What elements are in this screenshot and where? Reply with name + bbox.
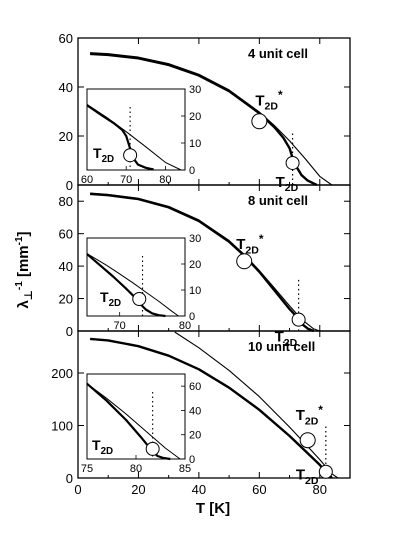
inset-x-tick-label: 80 xyxy=(159,174,171,186)
y-tick-label: 200 xyxy=(51,366,73,381)
marker-label: T2D xyxy=(276,174,299,194)
inset-x-tick-label: 85 xyxy=(179,463,191,475)
x-tick-label: 0 xyxy=(74,482,81,497)
inset-y-tick-label: 0 xyxy=(189,311,195,323)
inset-x-tick-label: 80 xyxy=(179,320,191,332)
inset-x-tick-label: 70 xyxy=(114,320,126,332)
inset-y-tick-label: 20 xyxy=(189,430,201,442)
inset-marker-circle xyxy=(132,292,147,306)
inset-x-tick-label: 70 xyxy=(120,174,132,186)
inset-y-tick-label: 0 xyxy=(189,165,195,177)
marker-circle xyxy=(251,113,268,130)
y-tick-label: 0 xyxy=(66,471,73,486)
x-tick-label: 40 xyxy=(192,482,206,497)
inset-y-tick-label: 0 xyxy=(189,454,195,466)
marker-label: T2D* xyxy=(255,88,283,113)
y-tick-label: 60 xyxy=(59,227,73,242)
panel-label: 4 unit cell xyxy=(248,46,308,61)
y-axis-title: λ⊥-1 [mm-1] xyxy=(14,231,35,308)
inset-x-tick-label: 75 xyxy=(81,463,93,475)
svg-text:λ⊥-1 [mm-1]: λ⊥-1 [mm-1] xyxy=(14,231,35,308)
panel-label: 10 unit cell xyxy=(248,339,315,354)
marker-circle xyxy=(285,155,300,170)
inset-marker-label: T2D xyxy=(93,145,114,165)
x-axis-title: T [K] xyxy=(196,500,230,517)
inset-y-tick-label: 10 xyxy=(189,138,201,150)
inset-marker-label: T2D xyxy=(100,289,121,309)
x-tick-label: 20 xyxy=(131,482,145,497)
y-tick-label: 100 xyxy=(51,419,73,434)
inset-marker-circle xyxy=(123,148,138,163)
inset-p1: 60 70 80 0 10 20 30 T2D xyxy=(81,84,201,186)
y-tick-label: 0 xyxy=(66,324,73,339)
inset-series-line-thin xyxy=(86,383,181,460)
marker-circle xyxy=(299,432,316,449)
marker-label: T2D* xyxy=(236,232,264,257)
series-line-thick xyxy=(90,52,318,187)
inset-y-tick-label: 60 xyxy=(189,381,201,393)
x-tick-label: 80 xyxy=(313,482,327,497)
y-tick-label: 20 xyxy=(59,292,73,307)
inset-marker-circle xyxy=(145,441,160,456)
inset-y-tick-label: 30 xyxy=(189,84,201,96)
marker-label: T2D* xyxy=(296,403,324,428)
marker-circle xyxy=(291,312,306,327)
inset-x-tick-label: 60 xyxy=(81,174,93,186)
inset-x-tick-label: 80 xyxy=(130,463,142,475)
y-tick-label: 40 xyxy=(59,80,73,95)
inset-p3: 75 80 850 20 40 60 T2D xyxy=(81,373,201,475)
y-tick-label: 80 xyxy=(59,194,73,209)
panel-p1: 20 40 60 0 T2D* T2D 4 unit cell 60 70 80 0 10 20 30 T2… xyxy=(59,31,351,194)
marker-label: T2D xyxy=(275,329,298,349)
inset-y-tick-label: 30 xyxy=(189,233,201,245)
inset-series-line-thick xyxy=(86,104,154,171)
y-tick-label: 40 xyxy=(59,259,73,274)
panel-frame xyxy=(77,330,351,479)
inset-frame xyxy=(86,373,186,460)
panel-label: 8 unit cell xyxy=(248,193,308,208)
y-tick-label: 20 xyxy=(59,129,73,144)
x-tick-label: 60 xyxy=(252,482,266,497)
inset-p2: 70 800 10 20 30 T2D xyxy=(86,233,201,332)
inset-marker-label: T2D xyxy=(92,437,113,457)
marker-label: T2D xyxy=(296,467,319,487)
marker-circle xyxy=(236,253,253,270)
inset-y-tick-label: 20 xyxy=(189,259,201,271)
series-line-thick xyxy=(90,337,333,479)
inset-series-line-thin xyxy=(86,253,179,317)
inset-y-tick-label: 10 xyxy=(189,285,201,297)
y-tick-label: 60 xyxy=(59,31,73,46)
inset-y-tick-label: 40 xyxy=(189,405,201,417)
marker-circle xyxy=(318,464,333,479)
y-tick-label: 0 xyxy=(66,178,73,193)
inset-y-tick-label: 20 xyxy=(189,111,201,123)
